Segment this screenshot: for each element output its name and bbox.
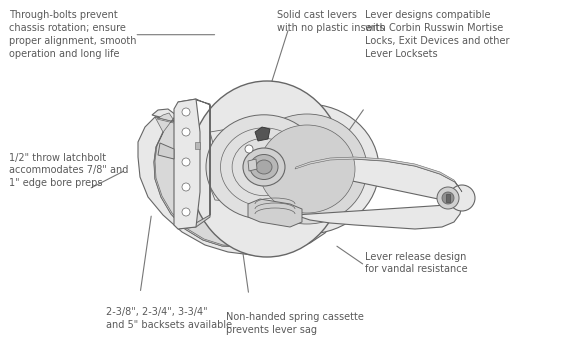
Polygon shape [210, 127, 242, 151]
Ellipse shape [259, 125, 355, 213]
Polygon shape [210, 187, 242, 202]
Circle shape [182, 128, 190, 136]
Circle shape [182, 108, 190, 116]
Polygon shape [255, 127, 270, 141]
Polygon shape [248, 199, 302, 227]
Polygon shape [178, 99, 210, 229]
Ellipse shape [189, 81, 345, 257]
Polygon shape [295, 157, 462, 192]
Polygon shape [154, 113, 323, 247]
Ellipse shape [206, 115, 322, 219]
Polygon shape [248, 159, 257, 171]
Text: Through-bolts prevent
chassis rotation; ensure
proper alignment, smooth
operatio: Through-bolts prevent chassis rotation; … [9, 10, 136, 59]
Polygon shape [158, 143, 174, 159]
Circle shape [245, 145, 253, 153]
Circle shape [182, 158, 190, 166]
Ellipse shape [243, 148, 285, 186]
Text: Lever release design
for vandal resistance: Lever release design for vandal resistan… [365, 252, 467, 274]
Ellipse shape [256, 160, 272, 174]
Circle shape [437, 187, 459, 209]
Circle shape [182, 208, 190, 216]
Ellipse shape [247, 114, 367, 224]
Circle shape [449, 185, 475, 211]
Text: Lever designs compatible
with Corbin Russwin Mortise
Locks, Exit Devices and oth: Lever designs compatible with Corbin Rus… [365, 10, 510, 59]
Circle shape [182, 183, 190, 191]
Circle shape [442, 192, 454, 204]
Polygon shape [446, 194, 450, 202]
Ellipse shape [250, 154, 278, 179]
Polygon shape [138, 109, 340, 255]
Text: Non-handed spring cassette
prevents lever sag: Non-handed spring cassette prevents leve… [226, 312, 364, 335]
Text: 1/2" throw latchbolt
accommodates 7/8" and
1" edge bore preps: 1/2" throw latchbolt accommodates 7/8" a… [9, 153, 128, 188]
Polygon shape [295, 159, 462, 229]
Ellipse shape [235, 104, 379, 234]
Text: 2-3/8", 2-3/4", 3-3/4"
and 5" backsets available: 2-3/8", 2-3/4", 3-3/4" and 5" backsets a… [106, 307, 232, 330]
Text: Solid cast levers
with no plastic inserts: Solid cast levers with no plastic insert… [277, 10, 385, 33]
Polygon shape [174, 99, 200, 229]
Polygon shape [195, 142, 200, 149]
